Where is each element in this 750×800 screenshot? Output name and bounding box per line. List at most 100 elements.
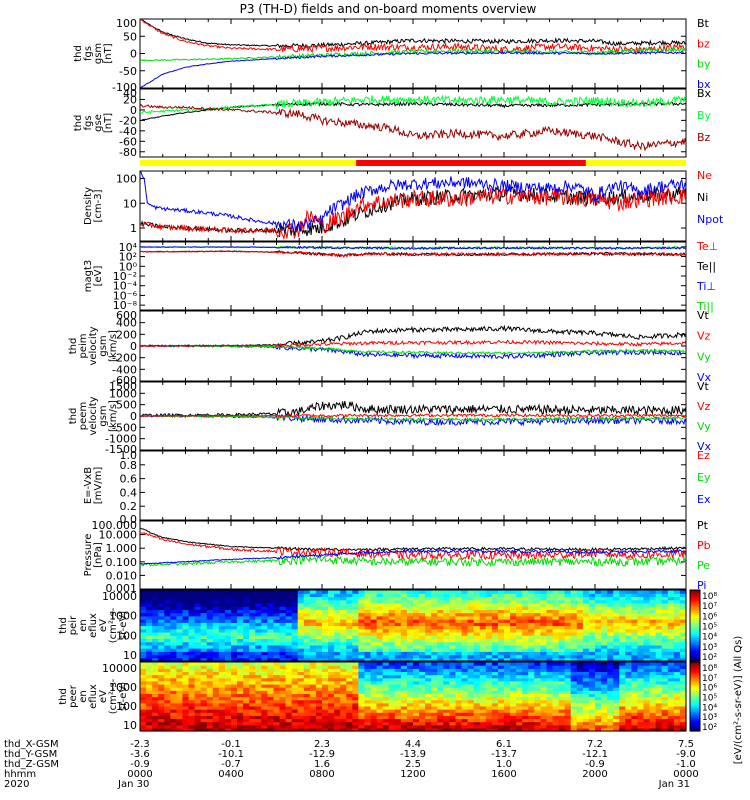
heatmap-cell bbox=[406, 705, 414, 710]
heatmap-cell bbox=[504, 668, 511, 673]
heatmap-cell bbox=[661, 696, 669, 701]
heatmap-cell bbox=[249, 651, 256, 656]
heatmap-cell bbox=[595, 668, 602, 673]
heatmap-cell bbox=[643, 631, 651, 636]
heatmap-cell bbox=[200, 602, 208, 607]
heatmap-cell bbox=[164, 721, 171, 726]
heatmap-cell bbox=[340, 718, 347, 723]
heatmap-cell bbox=[576, 727, 584, 732]
colorbar-step bbox=[690, 653, 700, 657]
heatmap-cell bbox=[643, 622, 651, 627]
heatmap-cell bbox=[382, 635, 390, 640]
heatmap-cell bbox=[206, 644, 214, 649]
heatmap-cell bbox=[625, 635, 632, 640]
heatmap-cell bbox=[504, 718, 511, 723]
heatmap-cell bbox=[334, 641, 341, 646]
heatmap-cell bbox=[679, 625, 687, 630]
heatmap-cell bbox=[206, 674, 214, 679]
heatmap-cell bbox=[534, 596, 541, 601]
heatmap-cell bbox=[643, 668, 651, 673]
heatmap-cell bbox=[382, 638, 390, 643]
heatmap-cell bbox=[637, 715, 645, 720]
heatmap-cell bbox=[558, 596, 566, 601]
heatmap-cell bbox=[285, 674, 293, 679]
heatmap-cell bbox=[655, 718, 663, 723]
heatmap-cell bbox=[491, 727, 499, 732]
heatmap-cell bbox=[661, 615, 669, 620]
heatmap-cell bbox=[231, 596, 238, 601]
heatmap-cell bbox=[182, 622, 190, 627]
heatmap-cell bbox=[334, 699, 341, 704]
colorbar-frame bbox=[689, 661, 701, 732]
heatmap-cell bbox=[516, 662, 523, 666]
heatmap-cell bbox=[218, 715, 226, 720]
heatmap-cell bbox=[261, 609, 268, 614]
heatmap-cell bbox=[140, 724, 147, 729]
heatmap-cell bbox=[607, 590, 614, 594]
heatmap-cell bbox=[667, 674, 675, 679]
heatmap-cell bbox=[291, 596, 299, 601]
heatmap-cell bbox=[413, 609, 420, 614]
heatmap-cell bbox=[164, 662, 171, 666]
heatmap-cell bbox=[164, 709, 171, 713]
heatmap-cell bbox=[303, 699, 311, 704]
heatmap-cell bbox=[158, 657, 165, 662]
heatmap-cell bbox=[607, 724, 614, 729]
heatmap-cell bbox=[140, 651, 147, 656]
heatmap-cell bbox=[449, 635, 457, 640]
heatmap-cell bbox=[467, 651, 475, 656]
heatmap-cell bbox=[140, 609, 147, 614]
heatmap-cell bbox=[273, 709, 281, 713]
heatmap-cell bbox=[479, 671, 487, 676]
heatmap-cell bbox=[595, 606, 602, 610]
heatmap-cell bbox=[667, 665, 675, 669]
heatmap-cell bbox=[546, 606, 554, 610]
heatmap-cell bbox=[546, 648, 554, 652]
heatmap-cell bbox=[255, 665, 262, 669]
heatmap-cell bbox=[631, 635, 639, 640]
heatmap-cell bbox=[237, 683, 244, 688]
heatmap-cell bbox=[504, 690, 511, 694]
heatmap-cell bbox=[170, 671, 177, 676]
heatmap-cell bbox=[655, 609, 663, 614]
heatmap-cell bbox=[491, 699, 499, 704]
heatmap-cell bbox=[631, 712, 639, 716]
series-line-Vz bbox=[140, 339, 686, 349]
heatmap-cell bbox=[497, 727, 505, 732]
heatmap-cell bbox=[431, 665, 438, 669]
heatmap-cell bbox=[334, 631, 341, 636]
legend-by: by bbox=[697, 58, 711, 71]
heatmap-cell bbox=[394, 702, 402, 707]
heatmap-cell bbox=[419, 727, 426, 732]
heatmap-cell bbox=[328, 612, 335, 617]
heatmap-cell bbox=[243, 599, 250, 604]
heatmap-cell bbox=[340, 702, 347, 707]
heatmap-cell bbox=[261, 596, 268, 601]
colorbar-step bbox=[690, 713, 700, 717]
heatmap-cell bbox=[303, 712, 311, 716]
y-tick-label: 400 bbox=[116, 317, 137, 330]
heatmap-cell bbox=[588, 680, 596, 685]
heatmap-cell bbox=[564, 712, 572, 716]
heatmap-cell bbox=[303, 668, 311, 673]
heatmap-cell bbox=[522, 609, 529, 614]
heatmap-cell bbox=[661, 641, 669, 646]
heatmap-cell bbox=[637, 625, 645, 630]
heatmap-cell bbox=[315, 599, 323, 604]
heatmap-cell bbox=[340, 705, 347, 710]
heatmap-cell bbox=[540, 631, 548, 636]
heatmap-cell bbox=[218, 674, 226, 679]
heatmap-cell bbox=[328, 615, 335, 620]
heatmap-cell bbox=[334, 718, 341, 723]
heatmap-cell bbox=[140, 602, 147, 607]
heatmap-cell bbox=[497, 715, 505, 720]
heatmap-cell bbox=[140, 671, 147, 676]
heatmap-cell bbox=[576, 612, 584, 617]
heatmap-cell bbox=[152, 696, 159, 701]
heatmap-cell bbox=[637, 665, 645, 669]
heatmap-cell bbox=[237, 677, 244, 682]
heatmap-cell bbox=[522, 631, 529, 636]
heatmap-cell bbox=[679, 657, 687, 662]
heatmap-cell bbox=[607, 644, 614, 649]
heatmap-cell bbox=[564, 648, 572, 652]
